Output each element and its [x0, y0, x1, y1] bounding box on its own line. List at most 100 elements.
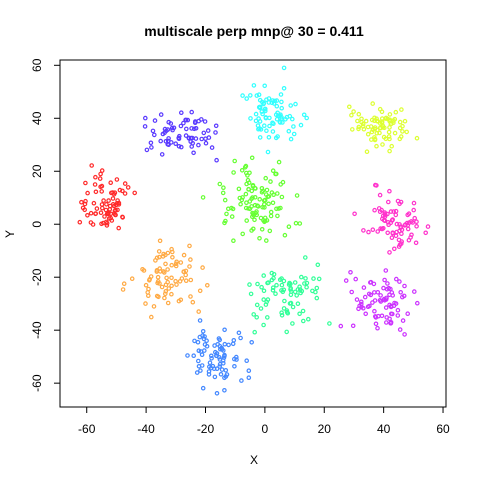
- data-point: [255, 204, 261, 209]
- data-point: [83, 198, 88, 204]
- data-point: [94, 206, 100, 211]
- data-point: [264, 128, 269, 134]
- data-point: [385, 220, 391, 225]
- data-point: [110, 196, 116, 201]
- data-point: [387, 188, 392, 194]
- data-point: [379, 207, 384, 213]
- data-point: [279, 310, 284, 316]
- data-point: [387, 112, 393, 117]
- data-point: [107, 207, 113, 212]
- data-point: [284, 329, 290, 335]
- data-point: [372, 314, 378, 319]
- data-point: [298, 122, 304, 128]
- data-point: [391, 120, 396, 126]
- data-point: [113, 207, 118, 213]
- data-point: [251, 312, 257, 317]
- data-point: [363, 118, 369, 124]
- data-point: [203, 140, 209, 146]
- data-point: [221, 355, 227, 360]
- data-point: [178, 297, 184, 303]
- data-point: [159, 152, 165, 157]
- data-point: [197, 288, 203, 294]
- data-point: [213, 123, 219, 129]
- data-point: [380, 142, 385, 147]
- data-point: [387, 136, 392, 142]
- data-point: [154, 267, 160, 273]
- data-point: [247, 199, 253, 204]
- data-point: [279, 194, 285, 200]
- data-point: [204, 343, 210, 349]
- data-point: [183, 278, 189, 284]
- data-point: [264, 299, 270, 305]
- data-point: [349, 289, 355, 295]
- data-point: [97, 176, 103, 181]
- data-point: [402, 118, 408, 124]
- x-tick-label: 60: [436, 422, 450, 436]
- data-point: [270, 287, 276, 293]
- data-point: [423, 230, 429, 236]
- data-point: [196, 142, 201, 148]
- data-point: [224, 211, 229, 217]
- data-point: [188, 294, 193, 299]
- data-point: [256, 116, 261, 121]
- data-point: [274, 282, 279, 288]
- data-point: [253, 111, 259, 117]
- data-point: [170, 254, 175, 260]
- data-point: [298, 274, 304, 280]
- data-point: [397, 119, 403, 125]
- data-point: [125, 185, 131, 190]
- data-point: [397, 136, 403, 142]
- data-point: [121, 281, 127, 287]
- data-point: [252, 217, 257, 223]
- data-point: [368, 124, 374, 129]
- data-point: [294, 193, 300, 198]
- data-point: [200, 385, 206, 391]
- data-point: [379, 109, 385, 115]
- data-point: [98, 210, 104, 216]
- data-point: [209, 145, 215, 150]
- data-point: [274, 206, 279, 212]
- data-point: [169, 262, 175, 268]
- data-point: [375, 119, 381, 124]
- data-point: [281, 278, 287, 284]
- data-point: [375, 229, 381, 234]
- data-point: [384, 295, 389, 301]
- data-point: [188, 277, 194, 283]
- data-point: [114, 177, 120, 182]
- data-point: [201, 130, 207, 136]
- data-point: [120, 214, 125, 220]
- data-point: [194, 370, 200, 375]
- data-point: [354, 297, 360, 302]
- data-point: [288, 287, 293, 292]
- data-point: [244, 358, 250, 364]
- data-point: [397, 228, 402, 234]
- data-point: [377, 297, 383, 303]
- data-point: [240, 231, 246, 237]
- data-point: [249, 339, 255, 345]
- data-point: [80, 205, 86, 211]
- data-point: [277, 120, 283, 125]
- data-point: [261, 123, 267, 129]
- data-point: [303, 276, 308, 281]
- y-tick-label: 20: [30, 164, 44, 178]
- data-point: [199, 117, 204, 122]
- data-point: [192, 338, 197, 344]
- data-point: [159, 284, 165, 290]
- data-point: [377, 192, 383, 198]
- data-point: [397, 222, 402, 227]
- data-point: [368, 292, 374, 298]
- data-point: [195, 339, 201, 345]
- data-point: [414, 224, 419, 229]
- data-point: [222, 341, 228, 347]
- data-point: [202, 119, 208, 124]
- data-point: [374, 127, 380, 133]
- data-point: [383, 268, 389, 273]
- data-point: [269, 277, 275, 283]
- data-point: [257, 135, 263, 140]
- data-point: [199, 363, 205, 368]
- data-point: [266, 135, 272, 140]
- x-tick-label: 20: [318, 422, 332, 436]
- data-point: [108, 180, 114, 186]
- data-point: [413, 240, 419, 246]
